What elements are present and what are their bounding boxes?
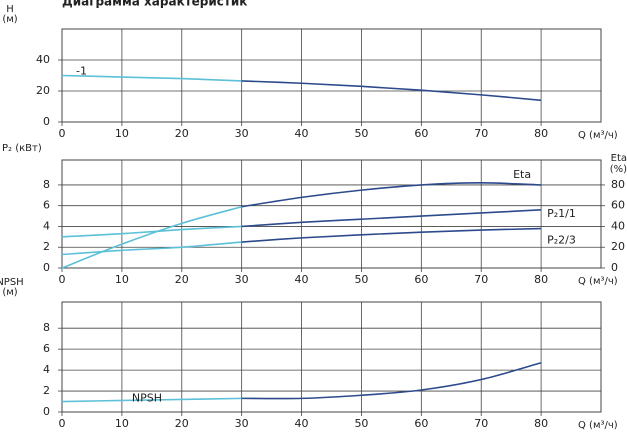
plot-frame [61,28,602,123]
y-tick-label: 20 [36,84,50,97]
series-line [241,227,542,243]
y-tick-label: 8 [43,178,50,191]
x-tick-label: 80 [534,127,548,140]
x-tick-label: 10 [115,127,129,140]
y-tick-label: 6 [43,342,50,355]
x-tick-label: 60 [414,127,428,140]
x-tick-label: 40 [295,127,309,140]
x-axis-label: Q (м³/ч) [578,276,618,287]
y-tick-label: 0 [43,115,50,128]
series-line [241,182,542,208]
y2-tick-label: 40 [611,219,625,232]
y-tick-label: 4 [43,219,50,232]
y-axis-label: NPSH [0,277,24,288]
x-tick-label: 50 [354,417,368,430]
x-tick-label: 50 [354,127,368,140]
y2-tick-label: 20 [611,240,625,253]
y2-tick-label: 80 [611,178,625,191]
series-line [61,397,242,403]
y-tick-label: 8 [43,321,50,334]
x-axis-label: Q (м³/ч) [578,420,618,431]
y-tick-label: 0 [43,405,50,418]
series-line [241,361,542,400]
x-tick-label: 30 [235,417,249,430]
series-line [61,74,242,82]
series-label: P₂2/3 [547,234,576,247]
x-tick-label: 70 [474,273,488,286]
y-axis-label: P₂ (кВт) [2,143,42,154]
x-tick-label: 20 [175,417,189,430]
page-title: Диаграмма характеристик [62,0,247,9]
y2-axis-label: Eta [611,153,627,164]
series-label: NPSH [132,391,162,404]
x-axis-label: Q (м³/ч) [578,130,618,141]
x-tick-label: 0 [59,417,66,430]
plot-frame [61,301,602,413]
y-axis-label: (м) [2,14,17,25]
series-line [241,209,542,228]
x-tick-label: 40 [295,417,309,430]
y-axis-label: H [6,4,14,15]
series-line [241,80,542,102]
x-tick-label: 20 [175,127,189,140]
y-tick-label: 40 [36,53,50,66]
x-tick-label: 50 [354,273,368,286]
series-label: Eta [513,168,531,181]
x-tick-label: 70 [474,417,488,430]
series-label: P₂1/1 [547,207,576,220]
plot-frame [61,159,602,269]
x-tick-label: 20 [175,273,189,286]
y2-axis-label: (%) [610,164,627,175]
x-tick-label: 30 [235,273,249,286]
x-tick-label: 80 [534,417,548,430]
y2-tick-label: 60 [611,199,625,212]
y-axis-label: (м) [2,287,17,298]
y-tick-label: 6 [43,199,50,212]
series-line [61,225,242,238]
x-tick-label: 0 [59,127,66,140]
series-line [61,205,242,269]
y-tick-label: 2 [43,384,50,397]
x-tick-label: 80 [534,273,548,286]
x-tick-label: 10 [115,417,129,430]
x-tick-label: 0 [59,273,66,286]
x-tick-label: 10 [115,273,129,286]
x-tick-label: 60 [414,273,428,286]
y-tick-label: 4 [43,363,50,376]
y-tick-label: 0 [43,261,50,274]
x-tick-label: 30 [235,127,249,140]
series-line [61,241,242,256]
y-tick-label: 2 [43,240,50,253]
x-tick-label: 60 [414,417,428,430]
x-tick-label: 40 [295,273,309,286]
x-tick-label: 70 [474,127,488,140]
y2-tick-label: 0 [611,261,618,274]
series-label: -1 [76,65,87,78]
